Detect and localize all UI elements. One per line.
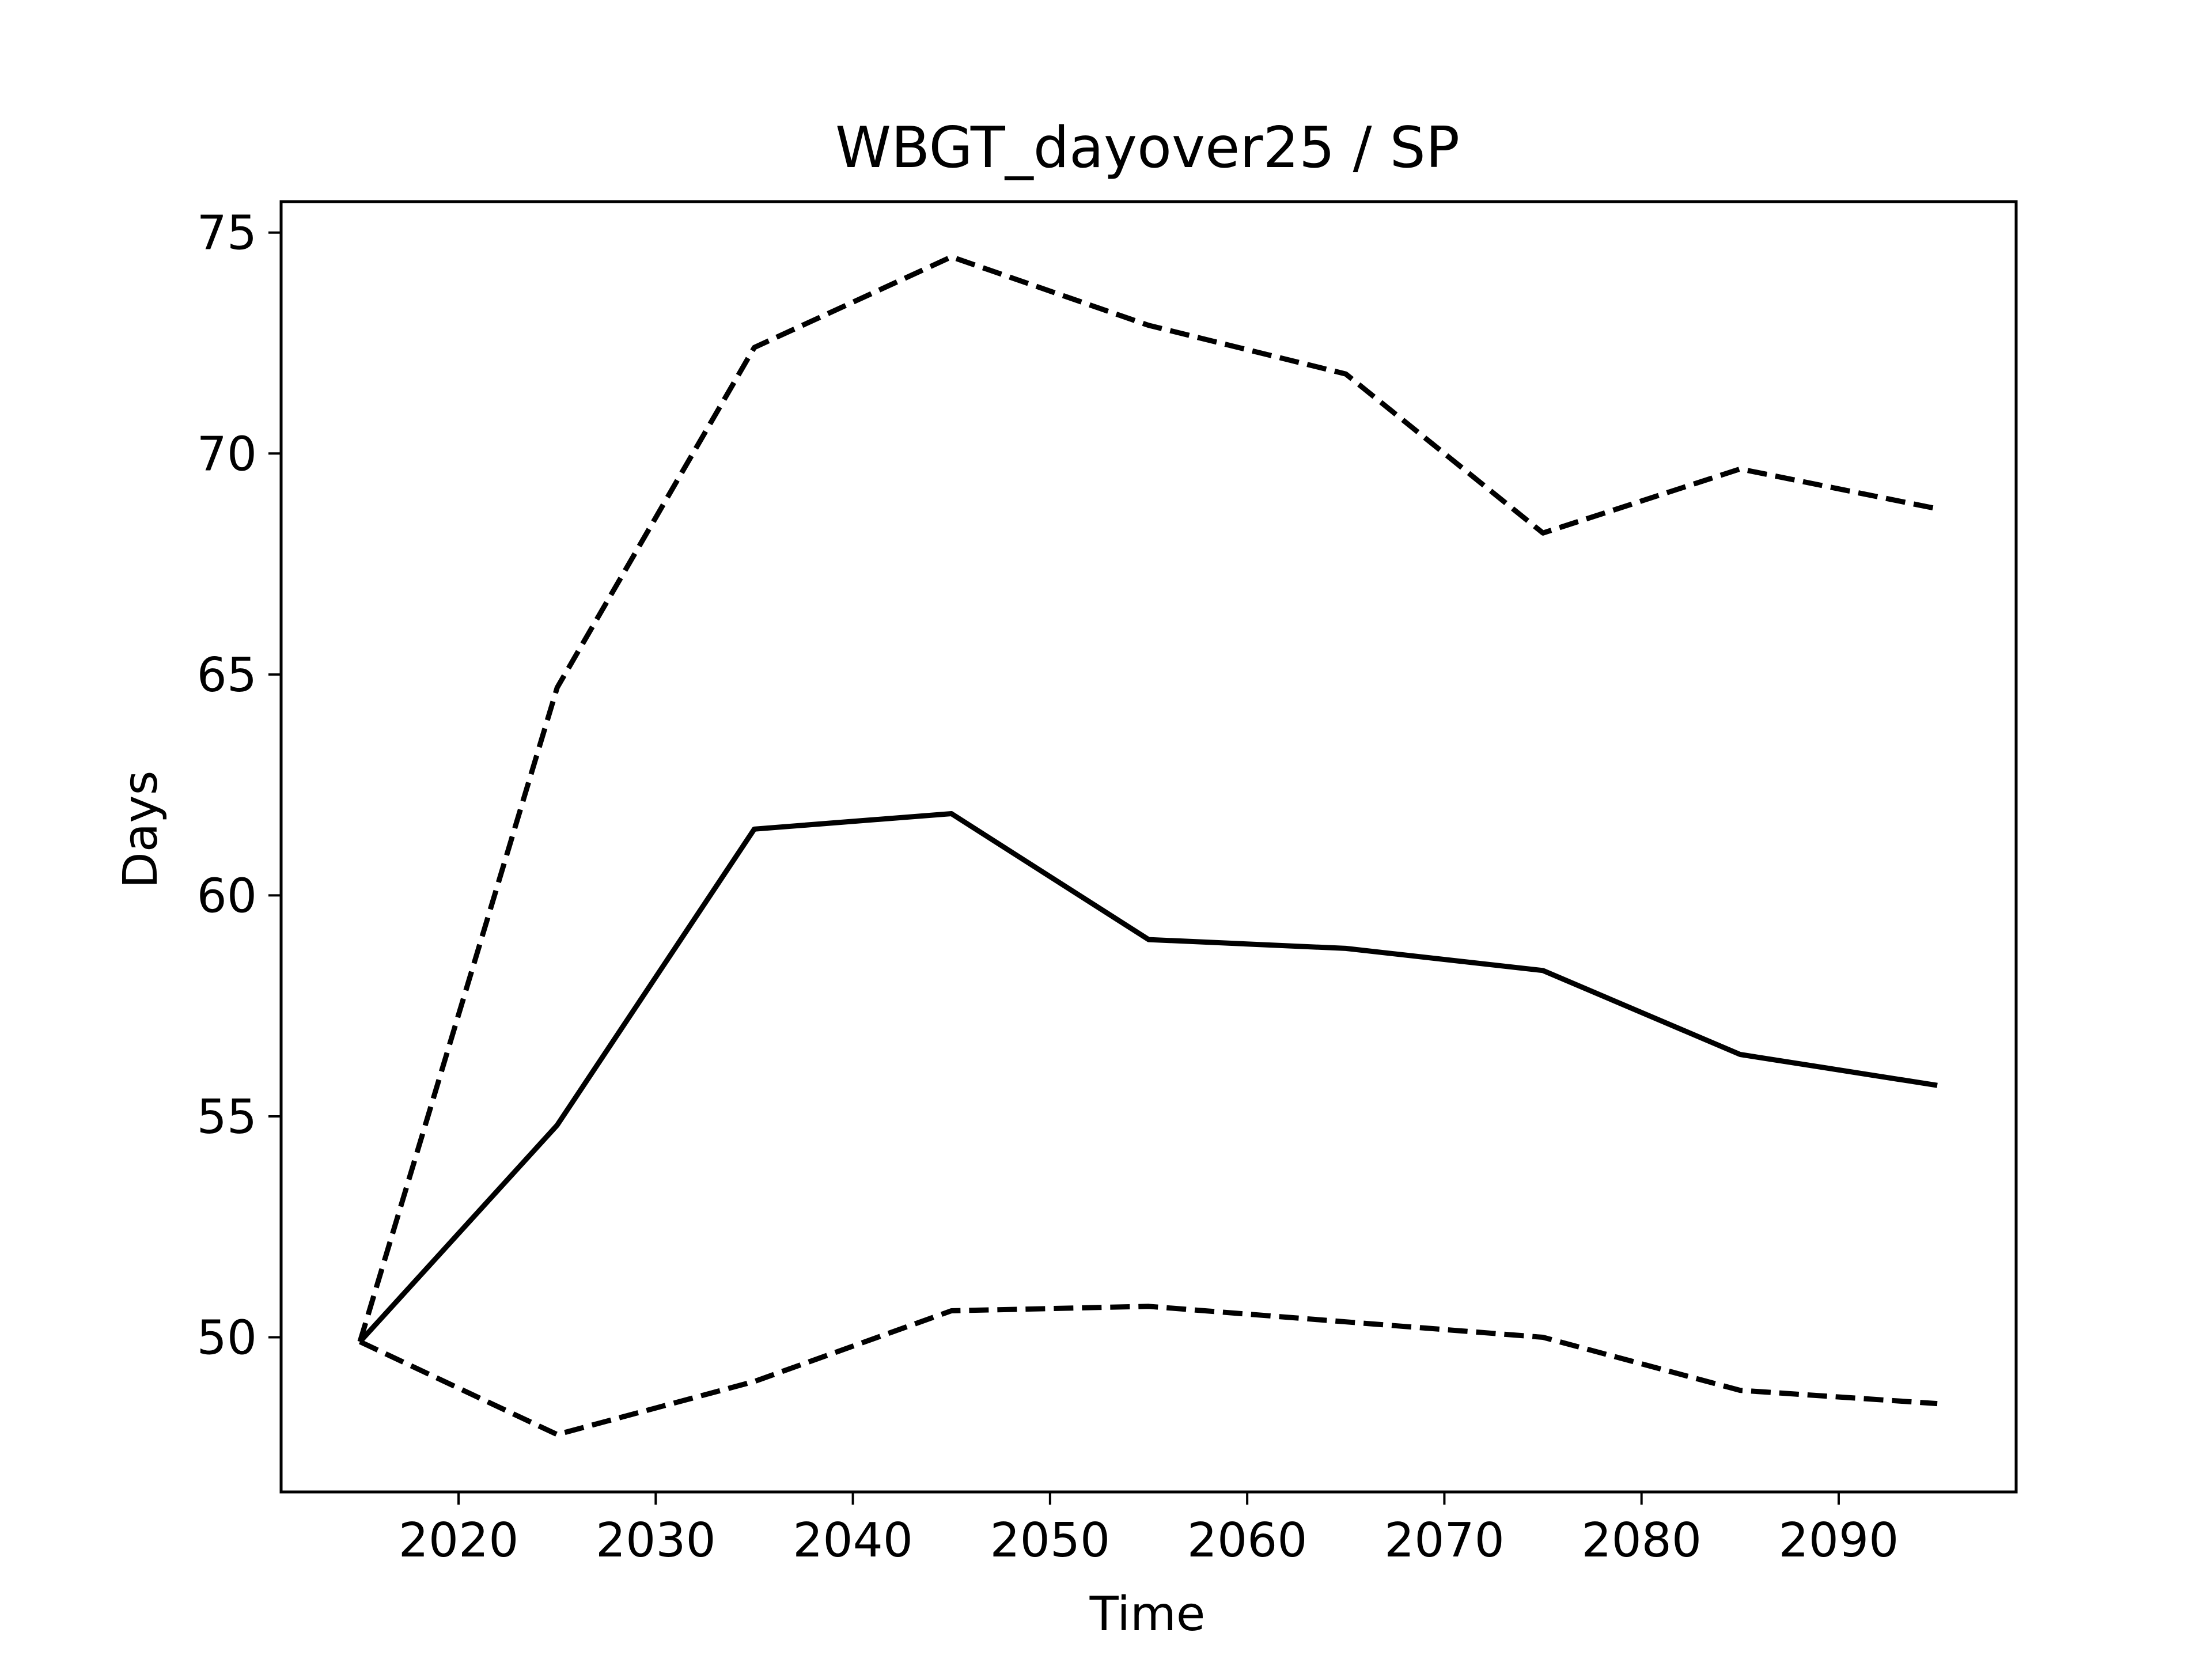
x-axis-label: Time xyxy=(1089,1587,1206,1642)
x-tick-label: 2070 xyxy=(1384,1513,1505,1568)
plot-area-frame xyxy=(279,200,2018,1494)
x-tick-label: 2040 xyxy=(793,1513,913,1568)
x-tick-label: 2030 xyxy=(596,1513,716,1568)
x-tick-label: 2020 xyxy=(399,1513,519,1568)
x-tick-label: 2050 xyxy=(990,1513,1111,1568)
x-tick-label: 2080 xyxy=(1581,1513,1702,1568)
y-tick-label: 75 xyxy=(197,206,257,261)
y-axis-label: Days xyxy=(113,771,168,889)
chart-title: WBGT_dayover25 / SP xyxy=(835,115,1460,181)
y-tick-label: 60 xyxy=(197,869,257,923)
x-axis-ticks: 2020 2030 2040 2050 2060 2070 2080 2090 xyxy=(399,1492,1899,1568)
y-tick-label: 50 xyxy=(197,1311,257,1366)
series-line-1 xyxy=(358,811,1938,1344)
x-tick-label: 2090 xyxy=(1779,1513,1899,1568)
y-tick-label: 65 xyxy=(197,648,257,703)
y-tick-label: 55 xyxy=(197,1090,257,1145)
series-line-2 xyxy=(357,254,1938,1343)
y-tick-label: 70 xyxy=(197,427,257,482)
series-layer xyxy=(357,254,1938,1437)
series-line-3 xyxy=(358,1304,1938,1437)
y-axis-ticks: 50 55 60 65 70 75 xyxy=(197,206,281,1366)
x-tick-label: 2060 xyxy=(1187,1513,1308,1568)
